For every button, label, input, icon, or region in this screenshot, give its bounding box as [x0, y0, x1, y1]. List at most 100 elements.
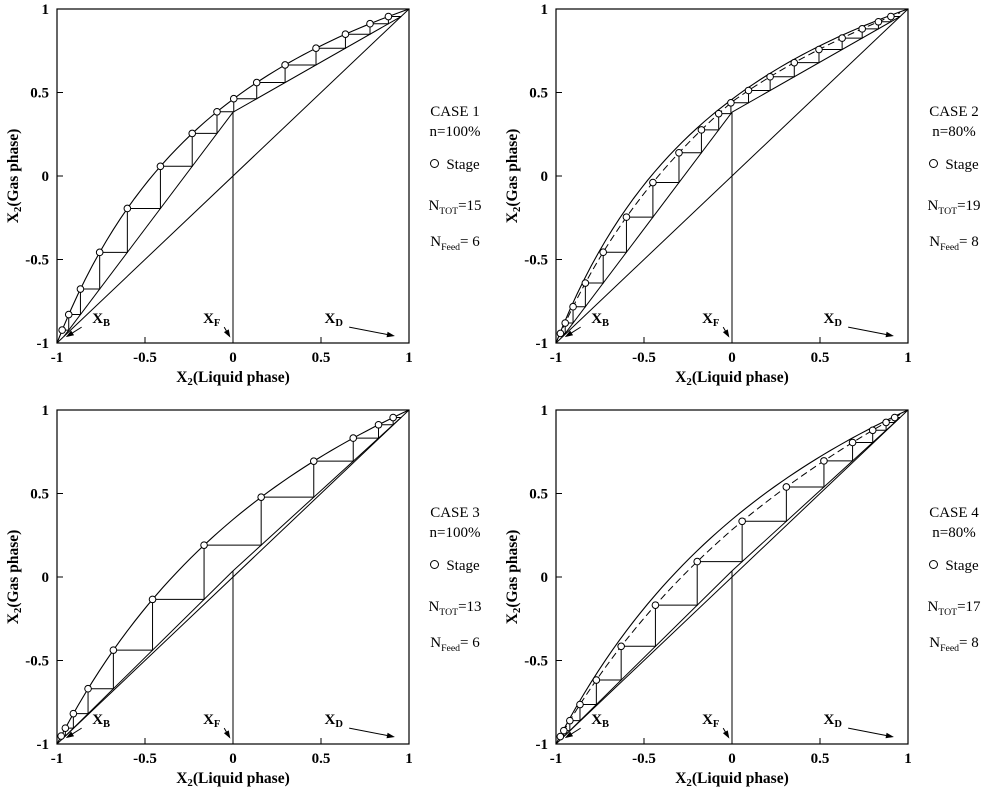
svg-text:XB: XB — [591, 712, 609, 730]
mccabe-thiele-plot-case-3: -1-1 -0.5 -0.5 0 0 0.5 0.5 1 1 X2(Liquid phase) X2… — [5, 403, 413, 789]
stage-marker-icon — [929, 159, 939, 168]
svg-text:-0.5: -0.5 — [25, 654, 49, 670]
svg-text:XB: XB — [92, 712, 110, 730]
nfeed-value: = 6 — [460, 635, 480, 651]
nfeed-base: N — [929, 635, 941, 651]
stage-marker-icon — [430, 159, 440, 168]
efficiency-label: n=80% — [932, 525, 976, 541]
svg-text:-1: -1 — [536, 336, 549, 352]
stage-marker-icon — [430, 560, 440, 569]
ntot-sub: TOT — [938, 206, 958, 217]
svg-text:-1: -1 — [51, 350, 64, 366]
svg-text:-0.5: -0.5 — [632, 751, 656, 767]
panel-case-4: -1 -1 -0.5 -0.5 0 0 0.5 0.5 1 1 X2(Liquid phase) X2… — [499, 401, 998, 802]
total-stages-label: NTOT=15 — [411, 196, 499, 222]
svg-text:0.5: 0.5 — [529, 487, 548, 503]
svg-text:XD: XD — [824, 311, 843, 329]
svg-text:-1: -1 — [37, 336, 50, 352]
ntot-base: N — [927, 599, 939, 615]
stage-label: Stage — [945, 558, 979, 574]
ntot-value: =19 — [957, 198, 981, 214]
svg-text:-1: -1 — [550, 751, 563, 767]
case-title: CASE 4 — [929, 505, 979, 521]
stage-legend: Stage — [411, 556, 499, 576]
svg-text:X2(Liquid phase): X2(Liquid phase) — [176, 770, 290, 789]
svg-text:1: 1 — [541, 403, 549, 419]
legend-case-4: CASE 4 n=80% Stage NTOT=17 NFeed= 8 — [910, 503, 998, 659]
svg-text:XF: XF — [702, 712, 719, 730]
svg-text:1: 1 — [405, 350, 413, 366]
total-stages-label: NTOT=13 — [411, 597, 499, 623]
nfeed-base: N — [929, 234, 941, 250]
nfeed-sub: Feed — [940, 242, 960, 253]
stage-label: Stage — [446, 157, 480, 173]
case-title: CASE 2 — [929, 104, 979, 120]
svg-text:1: 1 — [42, 403, 50, 419]
svg-text:0.5: 0.5 — [30, 86, 49, 102]
svg-text:0: 0 — [728, 350, 736, 366]
svg-text:-0.5: -0.5 — [25, 253, 49, 269]
svg-text:XF: XF — [203, 311, 220, 329]
svg-text:1: 1 — [42, 2, 50, 18]
svg-text:1: 1 — [904, 751, 912, 767]
panel-case-2: -1 -1 -0.5 -0.5 0 0 0.5 0.5 1 1 X2(Liquid phase) X2… — [499, 0, 998, 401]
svg-text:0: 0 — [728, 751, 736, 767]
mccabe-thiele-plot-case-1: -1-1 -0.5 -0.5 0 0 0.5 0.5 1 1 X2(Liquid phase) X2… — [5, 2, 413, 388]
ntot-sub: TOT — [439, 206, 459, 217]
svg-text:1: 1 — [405, 751, 413, 767]
svg-text:-0.5: -0.5 — [524, 654, 548, 670]
svg-text:X2(Liquid phase): X2(Liquid phase) — [675, 770, 789, 789]
svg-text:0.5: 0.5 — [811, 350, 830, 366]
svg-text:X2(Liquid phase): X2(Liquid phase) — [176, 369, 290, 388]
svg-text:XD: XD — [325, 311, 344, 329]
feed-stage-label: NFeed= 6 — [411, 633, 499, 659]
efficiency-label: n=100% — [429, 124, 481, 140]
svg-text:XB: XB — [92, 311, 110, 329]
svg-text:0.5: 0.5 — [312, 751, 331, 767]
stage-marker-icon — [929, 560, 939, 569]
stage-legend: Stage — [910, 556, 998, 576]
nfeed-sub: Feed — [940, 643, 960, 654]
svg-text:XB: XB — [591, 311, 609, 329]
legend-case-1: CASE 1 n=100% Stage NTOT=15 NFeed= 6 — [411, 102, 499, 258]
svg-text:0.5: 0.5 — [529, 86, 548, 102]
total-stages-label: NTOT=17 — [910, 597, 998, 623]
ntot-sub: TOT — [938, 607, 958, 618]
ntot-value: =17 — [957, 599, 981, 615]
feed-stage-label: NFeed= 6 — [411, 232, 499, 258]
svg-text:XD: XD — [325, 712, 344, 730]
svg-text:-0.5: -0.5 — [632, 350, 656, 366]
nfeed-base: N — [430, 635, 442, 651]
svg-text:X2(Liquid phase): X2(Liquid phase) — [675, 369, 789, 388]
svg-text:-0.5: -0.5 — [133, 751, 157, 767]
svg-text:0: 0 — [541, 169, 549, 185]
svg-text:X2(Gas phase): X2(Gas phase) — [5, 530, 24, 625]
panel-case-3: -1 -1 -0.5 -0.5 0 0 0.5 0.5 1 1 X2(Liquid phase) X2… — [0, 401, 499, 802]
svg-text:X2(Gas phase): X2(Gas phase) — [504, 530, 523, 625]
svg-text:X2(Gas phase): X2(Gas phase) — [5, 129, 24, 224]
legend-case-2: CASE 2 n=80% Stage NTOT=19 NFeed= 8 — [910, 102, 998, 258]
svg-text:0: 0 — [229, 350, 237, 366]
svg-text:-0.5: -0.5 — [524, 253, 548, 269]
svg-text:-1: -1 — [536, 737, 549, 753]
stage-label: Stage — [446, 558, 480, 574]
svg-text:0: 0 — [42, 570, 50, 586]
mccabe-thiele-plot-case-4: -1-1 -0.5 -0.5 0 0 0.5 0.5 1 1 X2(Liquid phase) X2… — [504, 403, 912, 789]
panel-case-1: -1 -1 -0.5 -0.5 0 0 0.5 0.5 1 1 X2(Liquid phase) X2… — [0, 0, 499, 401]
svg-text:0: 0 — [229, 751, 237, 767]
stage-legend: Stage — [910, 155, 998, 175]
svg-text:0.5: 0.5 — [30, 487, 49, 503]
feed-stage-label: NFeed= 8 — [910, 633, 998, 659]
nfeed-sub: Feed — [441, 242, 461, 253]
stage-label: Stage — [945, 157, 979, 173]
nfeed-sub: Feed — [441, 643, 461, 654]
svg-text:X2(Gas phase): X2(Gas phase) — [504, 129, 523, 224]
svg-text:0.5: 0.5 — [312, 350, 331, 366]
svg-text:-0.5: -0.5 — [133, 350, 157, 366]
efficiency-label: n=100% — [429, 525, 481, 541]
efficiency-label: n=80% — [932, 124, 976, 140]
feed-stage-label: NFeed= 8 — [910, 232, 998, 258]
svg-text:-1: -1 — [51, 751, 64, 767]
ntot-base: N — [927, 198, 939, 214]
